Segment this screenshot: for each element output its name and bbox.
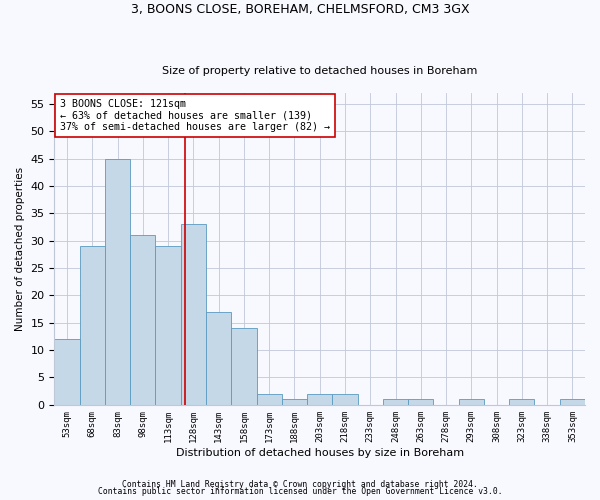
Bar xyxy=(105,158,130,405)
X-axis label: Distribution of detached houses by size in Boreham: Distribution of detached houses by size … xyxy=(176,448,464,458)
Bar xyxy=(206,312,231,405)
Bar xyxy=(560,400,585,405)
Text: Contains public sector information licensed under the Open Government Licence v3: Contains public sector information licen… xyxy=(98,487,502,496)
Bar xyxy=(130,235,155,405)
Bar xyxy=(509,400,535,405)
Bar xyxy=(408,400,433,405)
Bar xyxy=(282,400,307,405)
Bar xyxy=(458,400,484,405)
Title: Size of property relative to detached houses in Boreham: Size of property relative to detached ho… xyxy=(162,66,478,76)
Bar xyxy=(231,328,257,405)
Y-axis label: Number of detached properties: Number of detached properties xyxy=(15,167,25,331)
Text: 3, BOONS CLOSE, BOREHAM, CHELMSFORD, CM3 3GX: 3, BOONS CLOSE, BOREHAM, CHELMSFORD, CM3… xyxy=(131,2,469,16)
Bar xyxy=(155,246,181,405)
Text: Contains HM Land Registry data © Crown copyright and database right 2024.: Contains HM Land Registry data © Crown c… xyxy=(122,480,478,489)
Bar xyxy=(332,394,358,405)
Bar xyxy=(181,224,206,405)
Bar xyxy=(55,339,80,405)
Bar xyxy=(80,246,105,405)
Bar xyxy=(257,394,282,405)
Text: 3 BOONS CLOSE: 121sqm
← 63% of detached houses are smaller (139)
37% of semi-det: 3 BOONS CLOSE: 121sqm ← 63% of detached … xyxy=(60,99,330,132)
Bar xyxy=(383,400,408,405)
Bar xyxy=(307,394,332,405)
